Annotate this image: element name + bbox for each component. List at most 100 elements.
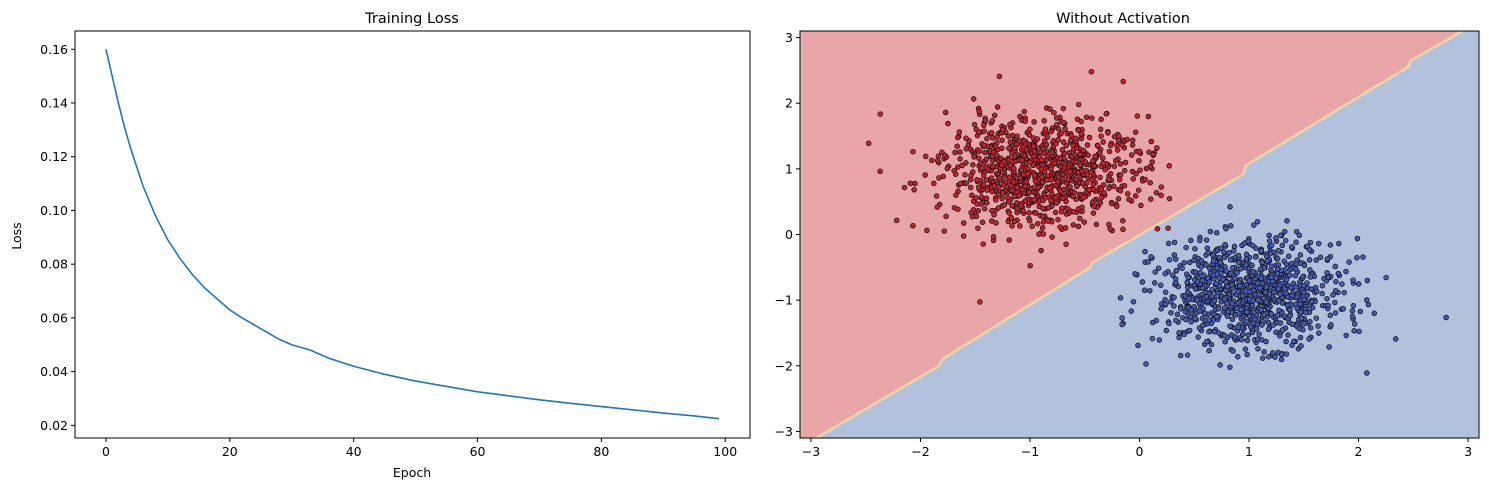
scatter-point	[1158, 306, 1164, 312]
scatter-point	[1235, 259, 1242, 266]
scatter-point	[994, 134, 1000, 140]
scatter-point	[1283, 276, 1290, 283]
scatter-point	[1097, 199, 1104, 206]
scatter-point	[1040, 205, 1046, 212]
scatter-point	[1124, 190, 1131, 197]
scatter-point	[1119, 315, 1125, 321]
scatter-point	[959, 162, 965, 169]
scatter-point	[1185, 274, 1191, 281]
scatter-point	[1265, 319, 1272, 326]
scatter-point	[910, 222, 916, 229]
region-upper	[800, 31, 1463, 438]
scatter-point	[1006, 174, 1013, 180]
scatter-point	[1296, 232, 1303, 239]
scatter-point	[1222, 296, 1228, 302]
scatter-point	[1126, 196, 1132, 203]
scatter-point	[995, 205, 1002, 211]
scatter-point	[1006, 210, 1013, 216]
scatter-point	[1139, 279, 1146, 285]
scatter-point	[1192, 286, 1199, 292]
scatter-point	[1282, 237, 1289, 244]
scatter-point	[1020, 144, 1026, 150]
scatter-point	[1349, 308, 1356, 314]
scatter-point	[1166, 163, 1172, 169]
x-tick-label: 0	[102, 444, 110, 459]
scatter-point	[1112, 157, 1119, 164]
scatter-point	[1332, 299, 1338, 306]
scatter-point	[992, 143, 999, 149]
scatter-point	[1201, 272, 1207, 279]
scatter-point	[1339, 281, 1345, 287]
scatter-point	[1014, 133, 1020, 139]
scatter-point	[1098, 133, 1104, 139]
scatter-point	[1098, 186, 1105, 192]
scatter-point	[1240, 331, 1246, 338]
scatter-point	[1007, 162, 1014, 168]
scatter-point	[1052, 209, 1059, 216]
scatter-point	[962, 172, 968, 178]
scatter-point	[1121, 167, 1128, 174]
scatter-point	[1055, 174, 1062, 180]
scatter-point	[1208, 341, 1215, 348]
scatter-point	[1060, 139, 1067, 145]
scatter-point	[1258, 307, 1264, 313]
scatter-point	[1086, 186, 1092, 193]
scatter-point	[1187, 314, 1194, 320]
scatter-point	[1227, 204, 1233, 210]
scatter-point	[1017, 223, 1023, 229]
scatter-point	[1134, 113, 1141, 119]
scatter-point	[1147, 196, 1154, 202]
scatter-point	[1217, 259, 1224, 266]
scatter-point	[901, 184, 908, 191]
scatter-point	[1313, 315, 1320, 321]
scatter-point	[1292, 301, 1299, 307]
y-tick-label: 0.06	[40, 310, 68, 325]
scatter-point	[1106, 148, 1113, 155]
scatter-point	[1243, 251, 1250, 258]
scatter-point	[1078, 131, 1084, 137]
scatter-point	[1255, 280, 1261, 286]
scatter-point	[941, 228, 948, 234]
scatter-point	[1158, 184, 1165, 190]
scatter-point	[991, 183, 998, 189]
scatter-point	[988, 129, 995, 136]
scatter-point	[1146, 149, 1152, 155]
scatter-point	[1111, 133, 1118, 140]
scatter-point	[1365, 301, 1372, 308]
scatter-point	[969, 213, 976, 220]
x-tick-label: 60	[470, 444, 486, 459]
scatter-point	[1090, 210, 1097, 216]
scatter-point	[1203, 237, 1210, 243]
training-loss-chart: Training Loss 0 20 40 60 80 100 0.020.040.060…	[9, 11, 751, 480]
scatter-point	[983, 177, 990, 183]
scatter-point	[1044, 177, 1050, 183]
scatter-point	[1173, 267, 1180, 274]
scatter-point	[1301, 296, 1307, 303]
scatter-point	[1254, 218, 1261, 225]
series-lower-right	[1117, 204, 1449, 376]
scatter-point	[1392, 336, 1399, 342]
scatter-point	[1214, 293, 1220, 300]
scatter-point	[1214, 314, 1220, 320]
scatter-point	[1039, 224, 1046, 231]
scatter-point	[1292, 272, 1299, 279]
scatter-point	[1152, 269, 1158, 275]
scatter-point	[1031, 172, 1038, 179]
scatter-point	[1095, 142, 1101, 149]
scatter-point	[1053, 115, 1060, 121]
scatter-point	[1154, 226, 1161, 232]
scatter-point	[980, 241, 986, 247]
scatter-point	[1067, 184, 1073, 190]
scatter-point	[922, 153, 929, 160]
scatter-point	[1027, 159, 1033, 166]
scatter-point	[1218, 245, 1224, 251]
chart-title: Training Loss	[364, 11, 459, 27]
scatter-point	[1292, 266, 1299, 272]
scatter-point	[1227, 257, 1234, 263]
scatter-point	[1061, 164, 1068, 171]
scatter-point	[1074, 183, 1080, 190]
scatter-point	[1279, 242, 1286, 249]
scatter-point	[922, 172, 928, 178]
scatter-point	[1364, 297, 1370, 303]
scatter-point	[1158, 282, 1164, 288]
